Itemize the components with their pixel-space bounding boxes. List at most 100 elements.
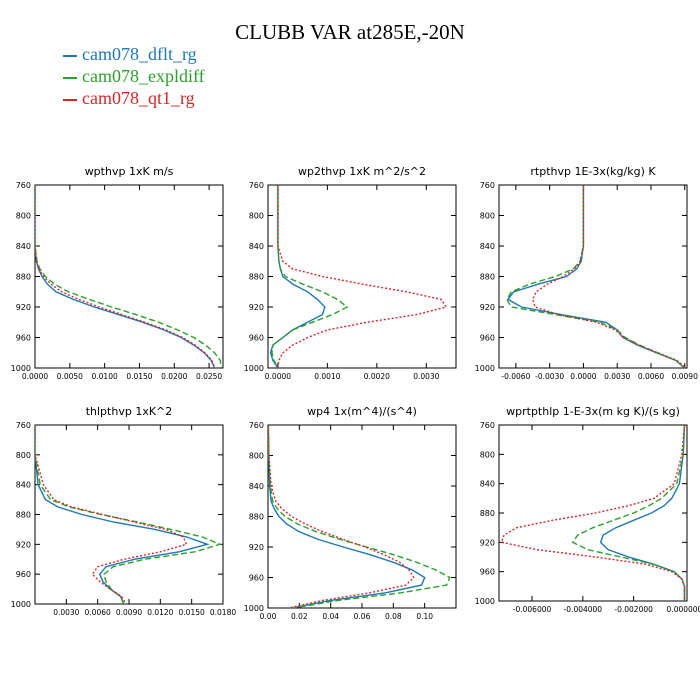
x-tick-label: 0.0000 xyxy=(570,372,596,381)
series-line xyxy=(268,425,451,608)
legend-item-expldiff: cam078_expldiff xyxy=(63,66,205,87)
x-tick-label: 0.04 xyxy=(322,612,339,621)
y-tick-label: 880 xyxy=(480,273,495,282)
y-tick-label: 800 xyxy=(480,212,495,221)
y-tick-label: 1000 xyxy=(475,364,495,373)
x-tick-label: 0.0150 xyxy=(179,608,205,617)
legend-swatch-expldiff xyxy=(63,76,77,79)
y-tick-label: 920 xyxy=(16,540,31,549)
y-tick-label: 920 xyxy=(249,543,264,552)
y-tick-label: 1000 xyxy=(244,604,264,613)
y-tick-label: 880 xyxy=(16,273,31,282)
series-line xyxy=(532,185,687,368)
legend-swatch-qt1 xyxy=(63,98,77,101)
x-tick-label: -0.006000 xyxy=(513,605,552,614)
panel-title: wp2thvp 1xK m^2/s^2 xyxy=(298,165,426,178)
x-tick-label: -0.002000 xyxy=(614,605,653,614)
panel-frame xyxy=(34,184,224,369)
chart-panel-4: thlpthvp 1xK^2 760 800 840 880 920 960 1000 0.00… xyxy=(11,405,237,617)
series-line xyxy=(268,425,426,608)
series-line xyxy=(35,425,188,604)
x-tick-label: 0.0120 xyxy=(147,608,173,617)
panel-frame xyxy=(498,184,688,369)
y-tick-label: 800 xyxy=(480,450,495,459)
y-tick-label: 800 xyxy=(16,212,31,221)
x-tick-label: 0.0030 xyxy=(413,372,439,381)
series-line xyxy=(500,425,686,601)
x-tick-label: 0.10 xyxy=(416,612,433,621)
y-tick-label: 960 xyxy=(16,334,31,343)
panel-title: wprtpthlp 1-E-3x(m kg K)/(s kg) xyxy=(506,405,680,418)
panel-title: wp4 1x(m^4)/(s^4) xyxy=(307,405,417,418)
series-line xyxy=(571,425,686,601)
x-tick-label: 0.0030 xyxy=(53,608,79,617)
x-tick-label: 0.0200 xyxy=(161,372,187,381)
x-tick-label: 0.0000 xyxy=(265,372,291,381)
panel-title: thlpthvp 1xK^2 xyxy=(86,405,173,418)
legend-label-expldiff: cam078_expldiff xyxy=(82,66,205,86)
series-line xyxy=(271,185,349,368)
legend-label-qt1: cam078_qt1_rg xyxy=(82,88,195,108)
y-tick-label: 960 xyxy=(16,570,31,579)
x-tick-label: 0.000000 xyxy=(667,605,700,614)
y-tick-label: 840 xyxy=(16,481,31,490)
y-tick-label: 960 xyxy=(480,568,495,577)
figure-title: CLUBB VAR at285E,-20N xyxy=(235,20,465,44)
legend-item-qt1: cam078_qt1_rg xyxy=(63,88,195,109)
y-tick-label: 840 xyxy=(480,480,495,489)
panel-frame xyxy=(498,424,688,602)
chart-panel-6: wprtpthlp 1-E-3x(m kg K)/(s kg) 760 800 840… xyxy=(475,405,700,614)
panel-frame xyxy=(267,424,457,609)
panel-title: wpthvp 1xK m/s xyxy=(85,165,174,178)
x-tick-label: 0.0060 xyxy=(638,372,664,381)
y-tick-label: 960 xyxy=(480,334,495,343)
chart-panel-1: wpthvp 1xK m/s76080084088092096010000.00… xyxy=(11,165,224,381)
x-tick-label: -0.0060 xyxy=(501,372,530,381)
y-tick-label: 760 xyxy=(249,181,264,190)
y-tick-label: 880 xyxy=(16,511,31,520)
y-tick-label: 960 xyxy=(249,574,264,583)
y-tick-label: 840 xyxy=(249,242,264,251)
series-line xyxy=(506,185,686,368)
x-tick-label: 0.0030 xyxy=(604,372,630,381)
panel-title: rtpthvp 1E-3x(kg/kg) K xyxy=(530,165,656,178)
y-tick-label: 800 xyxy=(16,451,31,460)
series-line xyxy=(35,185,223,368)
y-tick-label: 800 xyxy=(249,452,264,461)
x-tick-label: 0.0100 xyxy=(92,372,118,381)
y-tick-label: 880 xyxy=(249,273,264,282)
y-tick-label: 1000 xyxy=(11,364,31,373)
y-tick-label: 920 xyxy=(16,303,31,312)
y-tick-label: 760 xyxy=(16,421,31,430)
y-tick-label: 920 xyxy=(249,303,264,312)
y-tick-label: 840 xyxy=(480,242,495,251)
y-tick-label: 920 xyxy=(480,303,495,312)
series-line xyxy=(35,425,210,604)
chart-panel-2: wp2thvp 1xK m^2/s^2 760 800 840 880 920 960 100… xyxy=(244,165,457,381)
x-tick-label: 0.0150 xyxy=(126,372,152,381)
chart-panel-3: rtpthvp 1E-3x(kg/kg) K 760 800 840 880 920 960… xyxy=(475,165,698,381)
series-line xyxy=(599,425,686,601)
x-tick-label: 0.0180 xyxy=(210,608,236,617)
y-tick-label: 760 xyxy=(249,421,264,430)
y-tick-label: 1000 xyxy=(244,364,264,373)
x-tick-label: 0.06 xyxy=(354,612,371,621)
x-tick-label: -0.0030 xyxy=(535,372,564,381)
legend-label-dflt: cam078_dflt_rg xyxy=(82,44,197,64)
y-tick-label: 800 xyxy=(249,212,264,221)
y-tick-label: 840 xyxy=(16,242,31,251)
panel-frame xyxy=(267,184,457,369)
series-line xyxy=(506,185,686,368)
x-tick-label: -0.004000 xyxy=(564,605,603,614)
x-tick-label: 0.0010 xyxy=(314,372,340,381)
legend-swatch-dflt xyxy=(63,54,77,57)
y-tick-label: 1000 xyxy=(475,597,495,606)
panel-frame xyxy=(34,424,224,605)
x-tick-label: 0.0020 xyxy=(364,372,390,381)
y-tick-label: 880 xyxy=(480,509,495,518)
y-tick-label: 960 xyxy=(249,334,264,343)
y-tick-label: 760 xyxy=(16,181,31,190)
y-tick-label: 840 xyxy=(249,482,264,491)
y-tick-label: 920 xyxy=(480,538,495,547)
